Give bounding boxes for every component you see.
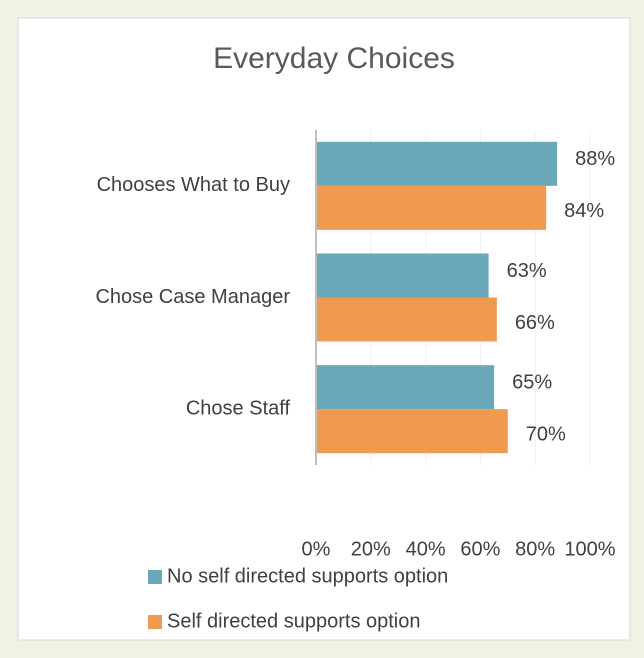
legend-label: Self directed supports option — [167, 610, 421, 632]
bar — [316, 185, 547, 230]
bar — [316, 409, 508, 454]
bar — [316, 297, 497, 342]
x-tick-label: 80% — [515, 538, 555, 560]
chart-title: Everyday Choices — [213, 42, 455, 75]
data-label: 63% — [507, 260, 547, 282]
data-label: 88% — [575, 148, 615, 170]
data-label: 70% — [526, 423, 566, 445]
data-label: 65% — [512, 371, 552, 393]
data-label: 84% — [564, 200, 604, 222]
x-tick-label: 60% — [460, 538, 500, 560]
y-tick-label: Chose Case Manager — [95, 286, 290, 308]
x-tick-label: 100% — [564, 538, 615, 560]
y-tick-label: Chose Staff — [186, 397, 291, 419]
data-label: 66% — [515, 312, 555, 334]
y-tick-label: Chooses What to Buy — [97, 174, 290, 196]
x-tick-label: 0% — [302, 538, 331, 560]
legend-swatch — [148, 570, 162, 584]
bar — [316, 253, 489, 298]
legend-label: No self directed supports option — [167, 565, 448, 587]
legend-swatch — [148, 615, 162, 629]
bar — [316, 141, 558, 186]
bar — [316, 365, 495, 410]
x-tick-label: 20% — [351, 538, 391, 560]
x-tick-label: 40% — [406, 538, 446, 560]
